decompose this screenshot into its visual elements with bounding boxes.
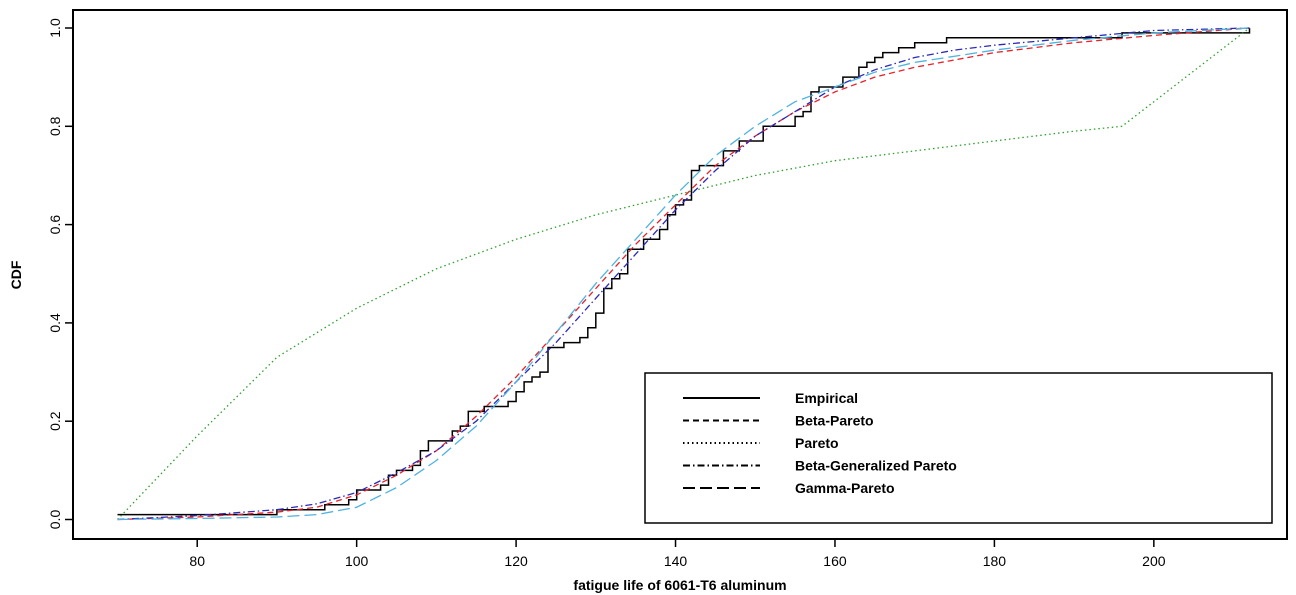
plot-frame	[72, 9, 1288, 540]
y-tick-label: 0.8	[47, 116, 63, 136]
series-line-beta-generalized-pareto	[117, 27, 1250, 521]
x-tick-label: 100	[345, 553, 369, 569]
x-axis-title: fatigue life of 6061-T6 aluminum	[573, 577, 786, 593]
legend-box	[644, 372, 1273, 524]
x-axis: 80 100 120 140 160 180 200	[189, 539, 1166, 569]
legend-label: Pareto	[795, 435, 839, 451]
series-line-empirical	[117, 28, 1251, 516]
y-axis-title: CDF	[8, 260, 24, 289]
y-tick-label: 0.2	[47, 411, 63, 431]
legend: Empirical Beta-Pareto Pareto Beta-Generaliz…	[644, 372, 1273, 524]
x-tick-label: 80	[189, 553, 205, 569]
y-tick-label: 0.4	[47, 313, 63, 333]
x-tick-label: 180	[983, 553, 1007, 569]
series-line-gamma-pareto	[117, 27, 1250, 521]
x-tick-label: 140	[664, 553, 688, 569]
legend-label: Beta-Pareto	[795, 413, 874, 429]
series-line-beta-pareto	[117, 27, 1250, 521]
x-tick-label: 200	[1142, 553, 1166, 569]
series-layer	[117, 27, 1251, 521]
y-axis: 0.0 0.2 0.4 0.6 0.8 1.0	[47, 18, 73, 529]
legend-label: Empirical	[795, 390, 858, 406]
x-tick-label: 120	[504, 553, 528, 569]
y-tick-label: 0.6	[47, 215, 63, 235]
y-tick-label: 0.0	[47, 510, 63, 530]
y-tick-label: 1.0	[47, 18, 63, 38]
x-tick-label: 160	[823, 553, 847, 569]
legend-label: Beta-Generalized Pareto	[795, 458, 957, 474]
legend-label: Gamma-Pareto	[795, 480, 895, 496]
